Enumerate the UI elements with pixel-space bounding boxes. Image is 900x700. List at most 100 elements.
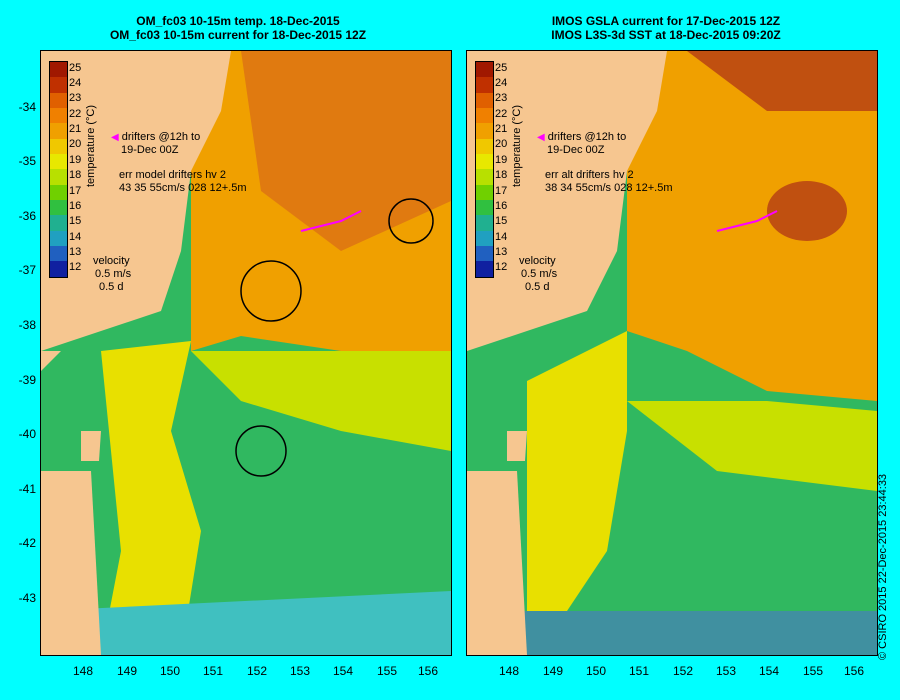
colorbar-segment bbox=[476, 246, 493, 262]
colorbar-label: 16 bbox=[495, 199, 508, 212]
colorbar-label: 16 bbox=[69, 199, 82, 212]
y-tick: -39 bbox=[18, 373, 36, 387]
colorbar-label: 15 bbox=[69, 215, 82, 228]
eddy-circulation bbox=[235, 425, 287, 477]
y-tick: -38 bbox=[18, 318, 36, 332]
colorbar-label: 22 bbox=[69, 107, 82, 120]
colorbar-label: 24 bbox=[69, 77, 82, 90]
warm-water bbox=[627, 51, 877, 401]
colorbar-segment bbox=[476, 169, 493, 185]
colorbar-label: 15 bbox=[495, 215, 508, 228]
y-tick: -37 bbox=[18, 263, 36, 277]
x-tick: 154 bbox=[758, 664, 780, 678]
colorbar-segment bbox=[50, 169, 67, 185]
colorbar-segment bbox=[50, 138, 67, 155]
colorbar-segment bbox=[50, 108, 67, 124]
hot-water bbox=[687, 51, 877, 111]
x-tick: 153 bbox=[289, 664, 311, 678]
eddy-circulation bbox=[240, 260, 302, 322]
x-tick: 153 bbox=[715, 664, 737, 678]
colorbar-segment bbox=[50, 77, 67, 93]
x-tick: 149 bbox=[542, 664, 564, 678]
colorbar-segment bbox=[50, 200, 67, 216]
colorbar-label: 23 bbox=[69, 92, 82, 105]
drifters-line2: 19-Dec 00Z bbox=[547, 144, 605, 156]
colorbar-label: 17 bbox=[495, 184, 508, 197]
x-tick: 151 bbox=[202, 664, 224, 678]
colorbar-segment bbox=[476, 215, 493, 231]
x-tick: 155 bbox=[376, 664, 398, 678]
colorbar-label: 24 bbox=[495, 77, 508, 90]
x-tick: 148 bbox=[72, 664, 94, 678]
colorbar bbox=[49, 61, 68, 278]
colorbar-segment bbox=[476, 200, 493, 216]
err-line2: 43 35 55cm/s 028 12+.5m bbox=[119, 182, 247, 194]
front-zone bbox=[191, 351, 451, 451]
left-title-line2: OM_fc03 10-15m current for 18-Dec-2015 1… bbox=[109, 28, 367, 42]
x-tick: 156 bbox=[843, 664, 865, 678]
cool-water bbox=[467, 611, 877, 655]
colorbar-segment bbox=[50, 123, 67, 139]
colorbar-segment bbox=[50, 230, 67, 247]
colorbar-segment bbox=[476, 261, 493, 277]
x-tick: 152 bbox=[246, 664, 268, 678]
y-tick: -35 bbox=[18, 154, 36, 168]
island bbox=[81, 431, 101, 461]
colorbar-segment bbox=[476, 77, 493, 93]
colorbar-label: 23 bbox=[495, 92, 508, 105]
colorbar-label: 25 bbox=[69, 61, 82, 74]
drifter-track bbox=[300, 210, 362, 232]
velocity-value: 0.5 m/s bbox=[521, 268, 558, 280]
east-australian-current bbox=[527, 331, 627, 611]
colorbar-segment bbox=[50, 246, 67, 262]
colorbar-label: 21 bbox=[69, 123, 82, 136]
colorbar-segment bbox=[476, 154, 493, 170]
tasmania-coast bbox=[41, 471, 101, 655]
drifters-line2: 19-Dec 00Z bbox=[121, 144, 179, 156]
velocity-legend: velocity 0.5 m/s 0.5 d bbox=[519, 255, 557, 294]
colorbar-label: 14 bbox=[495, 230, 508, 243]
colorbar-segment bbox=[50, 62, 67, 78]
colorbar-label: 25 bbox=[495, 61, 508, 74]
x-tick: 154 bbox=[332, 664, 354, 678]
colorbar bbox=[475, 61, 494, 278]
x-tick: 150 bbox=[159, 664, 181, 678]
colorbar-label: 18 bbox=[495, 169, 508, 182]
island bbox=[507, 431, 527, 461]
australia-coast bbox=[41, 51, 231, 351]
colorbar-title: temperature (°C) bbox=[511, 104, 523, 187]
left-map-panel: temperature (°C) ◀ drifters @12h to 19-D… bbox=[40, 50, 452, 656]
x-tick: 150 bbox=[585, 664, 607, 678]
y-tick: -36 bbox=[18, 209, 36, 223]
eddy-region bbox=[241, 51, 451, 251]
colorbar-label: 12 bbox=[495, 261, 508, 274]
y-tick: -34 bbox=[18, 100, 36, 114]
y-tick: -42 bbox=[18, 536, 36, 550]
colorbar-segment bbox=[50, 215, 67, 231]
velocity-legend: velocity 0.5 m/s 0.5 d bbox=[93, 255, 131, 294]
velocity-label: velocity bbox=[93, 255, 130, 267]
drifter-icon: ◀ bbox=[111, 132, 119, 143]
y-tick: -41 bbox=[18, 482, 36, 496]
colorbar-segment bbox=[476, 62, 493, 78]
colorbar-segment bbox=[476, 108, 493, 124]
colorbar-label: 20 bbox=[495, 138, 508, 151]
cool-water bbox=[41, 591, 451, 655]
drifters-note: ◀ drifters @12h to 19-Dec 00Z bbox=[111, 131, 200, 157]
colorbar-label: 18 bbox=[69, 169, 82, 182]
front-zone bbox=[627, 401, 877, 491]
east-australian-current bbox=[101, 341, 201, 655]
colorbar-label: 13 bbox=[69, 245, 82, 258]
left-title-line1: OM_fc03 10-15m temp. 18-Dec-2015 bbox=[136, 14, 340, 28]
colorbar-segment bbox=[476, 92, 493, 109]
warm-eddy bbox=[767, 181, 847, 241]
colorbar-segment bbox=[50, 92, 67, 109]
x-tick: 151 bbox=[628, 664, 650, 678]
velocity-label: velocity bbox=[519, 255, 556, 267]
colorbar-segment bbox=[476, 230, 493, 247]
colorbar-segment bbox=[476, 138, 493, 155]
x-tick: 156 bbox=[417, 664, 439, 678]
x-tick: 148 bbox=[498, 664, 520, 678]
right-map-panel: temperature (°C) ◀ drifters @12h to 19-D… bbox=[466, 50, 878, 656]
drifters-line1: drifters @12h to bbox=[547, 131, 627, 143]
